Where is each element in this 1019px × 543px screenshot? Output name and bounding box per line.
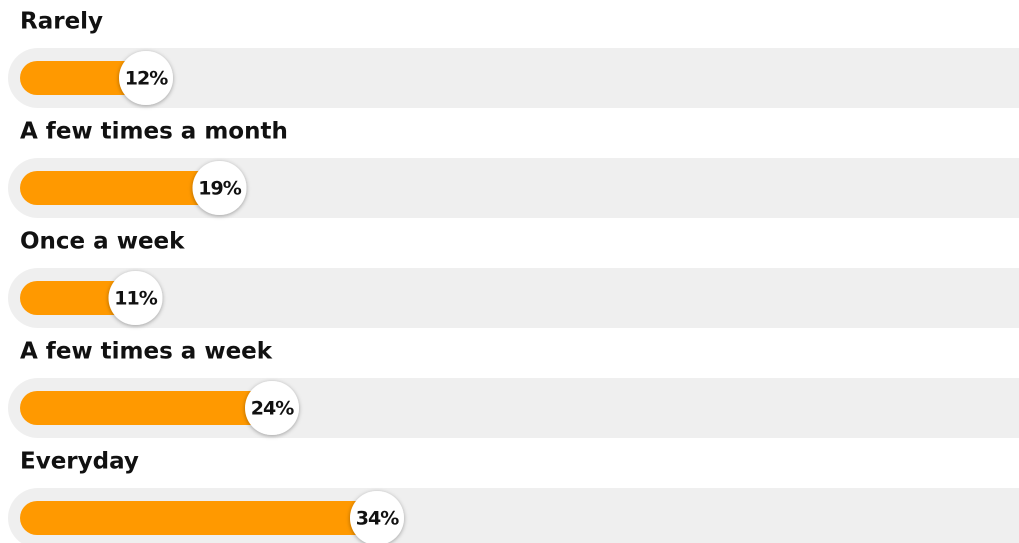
- category-label: Everyday: [20, 449, 139, 475]
- value-badge: [245, 381, 299, 435]
- value-label: 24%: [251, 398, 294, 420]
- track: [8, 48, 1019, 108]
- bar: [20, 171, 220, 205]
- track: [8, 268, 1019, 328]
- value-badge: [119, 51, 173, 105]
- value-label: 11%: [114, 288, 157, 310]
- value-label: 19%: [198, 178, 241, 200]
- bar: [20, 61, 146, 95]
- category-label: A few times a month: [20, 119, 288, 145]
- value-label: 12%: [125, 68, 168, 90]
- bar: [20, 391, 272, 425]
- category-label: Once a week: [20, 229, 185, 255]
- track: [8, 158, 1019, 218]
- category-label: A few times a week: [20, 339, 273, 365]
- value-badge: [108, 271, 163, 325]
- bar: [20, 501, 377, 535]
- bar: [20, 281, 136, 315]
- value-label: 34%: [356, 508, 399, 530]
- value-badge: [350, 491, 404, 543]
- value-badge: [192, 161, 247, 215]
- category-label: Rarely: [20, 9, 103, 35]
